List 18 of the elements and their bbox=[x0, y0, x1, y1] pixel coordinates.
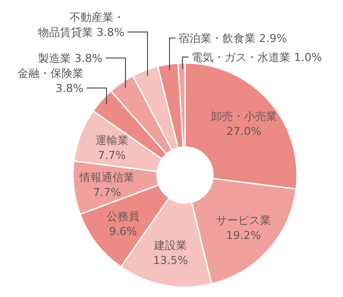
data-label: 19.2% bbox=[226, 229, 261, 242]
data-label: 9.6% bbox=[109, 225, 138, 238]
slice-label: 金融・保険業 bbox=[18, 67, 84, 80]
slice-label: 公務員 bbox=[106, 210, 140, 224]
slice-label: サービス業 bbox=[216, 214, 271, 228]
slice-label: 電気・ガス・水道業 1.0% bbox=[192, 51, 322, 64]
slice-label: 製造業 3.8% bbox=[38, 52, 102, 65]
slice-label: 不動産業・物品賃貸業 3.8% bbox=[38, 11, 124, 39]
data-label: 13.5% bbox=[153, 254, 188, 268]
data-label: 27.0% bbox=[226, 125, 262, 138]
data-label: 7.7% bbox=[98, 148, 126, 162]
slice-label: 運輸業 bbox=[95, 134, 128, 147]
slice-label: 卸売・小売業 bbox=[210, 110, 277, 124]
slice-label: 建設業 bbox=[153, 239, 188, 252]
slice-label: 宿泊業・飲食業 2.9% bbox=[178, 32, 287, 45]
data-label: 3.8% bbox=[56, 82, 84, 95]
slice-label: 情報通信業 bbox=[78, 171, 135, 184]
data-label: 7.7% bbox=[93, 186, 122, 200]
